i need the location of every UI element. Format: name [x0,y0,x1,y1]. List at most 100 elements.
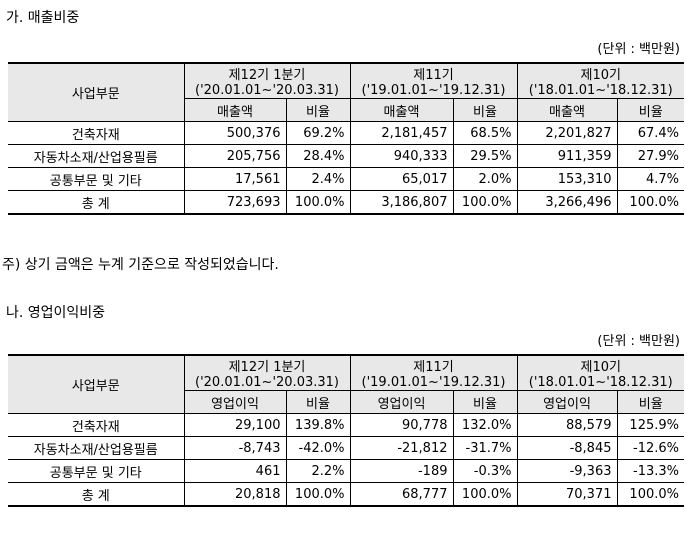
ratio-cell: -42.0% [285,436,351,460]
table-row: 공통부문 및 기타 461 2.2% -189 -0.3% -9,363 -13… [8,459,684,483]
ratio-cell: -13.3% [616,459,684,483]
amount-cell: 20,818 [183,482,287,507]
ratio-cell: 28.4% [285,144,351,168]
ratio-header: 비율 [452,390,518,414]
period-range: ('20.01.01~'20.03.31) [195,375,339,390]
amount-header: 영업이익 [516,390,618,414]
ratio-cell: 100.0% [285,482,351,507]
period-range: ('19.01.01~'19.12.31) [361,83,506,98]
table-row: 공통부문 및 기타 17,561 2.4% 65,017 2.0% 153,31… [8,167,684,191]
period-header: 제12기 1분기 ('20.01.01~'20.03.31) [183,63,351,99]
amount-cell: 461 [183,459,287,483]
ratio-header: 비율 [616,390,684,414]
ratio-cell: 100.0% [452,190,518,215]
ratio-cell: 100.0% [616,190,684,215]
amount-cell: 70,371 [516,482,618,507]
period-name: 제11기 [413,68,454,83]
ratio-cell: 100.0% [285,190,351,215]
period-header: 제10기 ('18.01.01~'18.12.31) [516,355,684,391]
segment-cell: 공통부문 및 기타 [8,459,185,483]
ratio-cell: 2.0% [452,167,518,191]
amount-header: 매출액 [184,98,287,122]
ratio-cell: -12.6% [616,436,684,460]
ratio-header: 비율 [616,98,684,122]
period-header: 제12기 1분기 ('20.01.01~'20.03.31) [183,355,351,391]
amount-header: 매출액 [349,98,454,122]
segment-cell: 자동차소재/산업용필름 [8,436,185,460]
period-header: 제10기 ('18.01.01~'18.12.31) [516,63,684,99]
op-income-table: 사업부문 제12기 1분기 ('20.01.01~'20.03.31) 제11기… [8,354,684,507]
segment-cell: 공통부문 및 기타 [8,167,185,191]
table-row: 자동차소재/산업용필름 205,756 28.4% 940,333 29.5% … [8,144,684,168]
amount-cell: 723,693 [183,190,287,215]
ratio-header: 비율 [285,390,351,414]
ratio-cell: 2.4% [285,167,351,191]
sales-header-row-3: 매출액 비율 매출액 비율 매출액 비율 [8,98,684,122]
ratio-cell: 2.2% [285,459,351,483]
total-row: 총 계 723,693 100.0% 3,186,807 100.0% 3,26… [8,190,684,215]
amount-header: 영업이익 [349,390,454,414]
amount-cell: -189 [349,459,454,483]
amount-cell: 911,359 [516,144,618,168]
ratio-cell: 100.0% [616,482,684,507]
ratio-cell: 4.7% [616,167,684,191]
segment-header: 사업부문 [8,355,185,414]
ratio-cell: 69.2% [285,121,351,145]
amount-cell: 2,201,827 [516,121,618,145]
op-income-section-heading: 나. 영업이익비중 [6,305,106,321]
amount-cell: 68,777 [349,482,454,507]
op-income-unit-label: (단위 : 백만원) [597,334,680,349]
amount-cell: 17,561 [183,167,287,191]
table-row: 자동차소재/산업용필름 -8,743 -42.0% -21,812 -31.7%… [8,436,684,460]
period-name: 제11기 [413,360,454,375]
ratio-header: 비율 [452,98,518,122]
amount-cell: -8,845 [516,436,618,460]
ratio-header: 비율 [285,98,351,122]
period-header: 제11기 ('19.01.01~'19.12.31) [349,355,518,391]
segment-cell: 자동차소재/산업용필름 [8,144,185,168]
period-name: 제10기 [580,68,621,83]
ratio-cell: -31.7% [452,436,518,460]
ratio-cell: 27.9% [616,144,684,168]
amount-cell: 3,186,807 [349,190,454,215]
period-name: 제12기 1분기 [228,68,306,83]
period-range: ('20.01.01~'20.03.31) [195,83,339,98]
amount-header: 매출액 [516,98,618,122]
sales-table: 사업부문 제12기 1분기 ('20.01.01~'20.03.31) 제11기… [8,62,684,215]
sales-footnote: 주) 상기 금액은 누계 기준으로 작성되었습니다. [2,257,279,273]
amount-cell: 29,100 [183,413,287,437]
amount-header: 영업이익 [184,390,287,414]
amount-cell: 940,333 [349,144,454,168]
period-range: ('19.01.01~'19.12.31) [361,375,506,390]
amount-cell: 500,376 [183,121,287,145]
table-row: 건축자재 29,100 139.8% 90,778 132.0% 88,579 … [8,413,684,437]
segment-cell: 건축자재 [8,121,185,145]
ratio-cell: 132.0% [452,413,518,437]
ratio-cell: 100.0% [452,482,518,507]
amount-cell: 65,017 [349,167,454,191]
period-name: 제10기 [580,360,621,375]
ratio-cell: 139.8% [285,413,351,437]
amount-cell: 90,778 [349,413,454,437]
amount-cell: -9,363 [516,459,618,483]
table-row: 건축자재 500,376 69.2% 2,181,457 68.5% 2,201… [8,121,684,145]
ratio-cell: 29.5% [452,144,518,168]
period-range: ('18.01.01~'18.12.31) [528,375,673,390]
ratio-cell: 67.4% [616,121,684,145]
amount-cell: -21,812 [349,436,454,460]
period-header: 제11기 ('19.01.01~'19.12.31) [349,63,518,99]
total-row: 총 계 20,818 100.0% 68,777 100.0% 70,371 1… [8,482,684,507]
ratio-cell: 125.9% [616,413,684,437]
ratio-cell: -0.3% [452,459,518,483]
period-name: 제12기 1분기 [228,360,306,375]
segment-cell: 건축자재 [8,413,185,437]
segment-header: 사업부문 [8,63,185,122]
segment-cell: 총 계 [8,482,185,507]
amount-cell: -8,743 [183,436,287,460]
amount-cell: 2,181,457 [349,121,454,145]
amount-cell: 3,266,496 [516,190,618,215]
sales-section-heading: 가. 매출비중 [6,10,80,26]
ratio-cell: 68.5% [452,121,518,145]
amount-cell: 88,579 [516,413,618,437]
segment-cell: 총 계 [8,190,185,215]
